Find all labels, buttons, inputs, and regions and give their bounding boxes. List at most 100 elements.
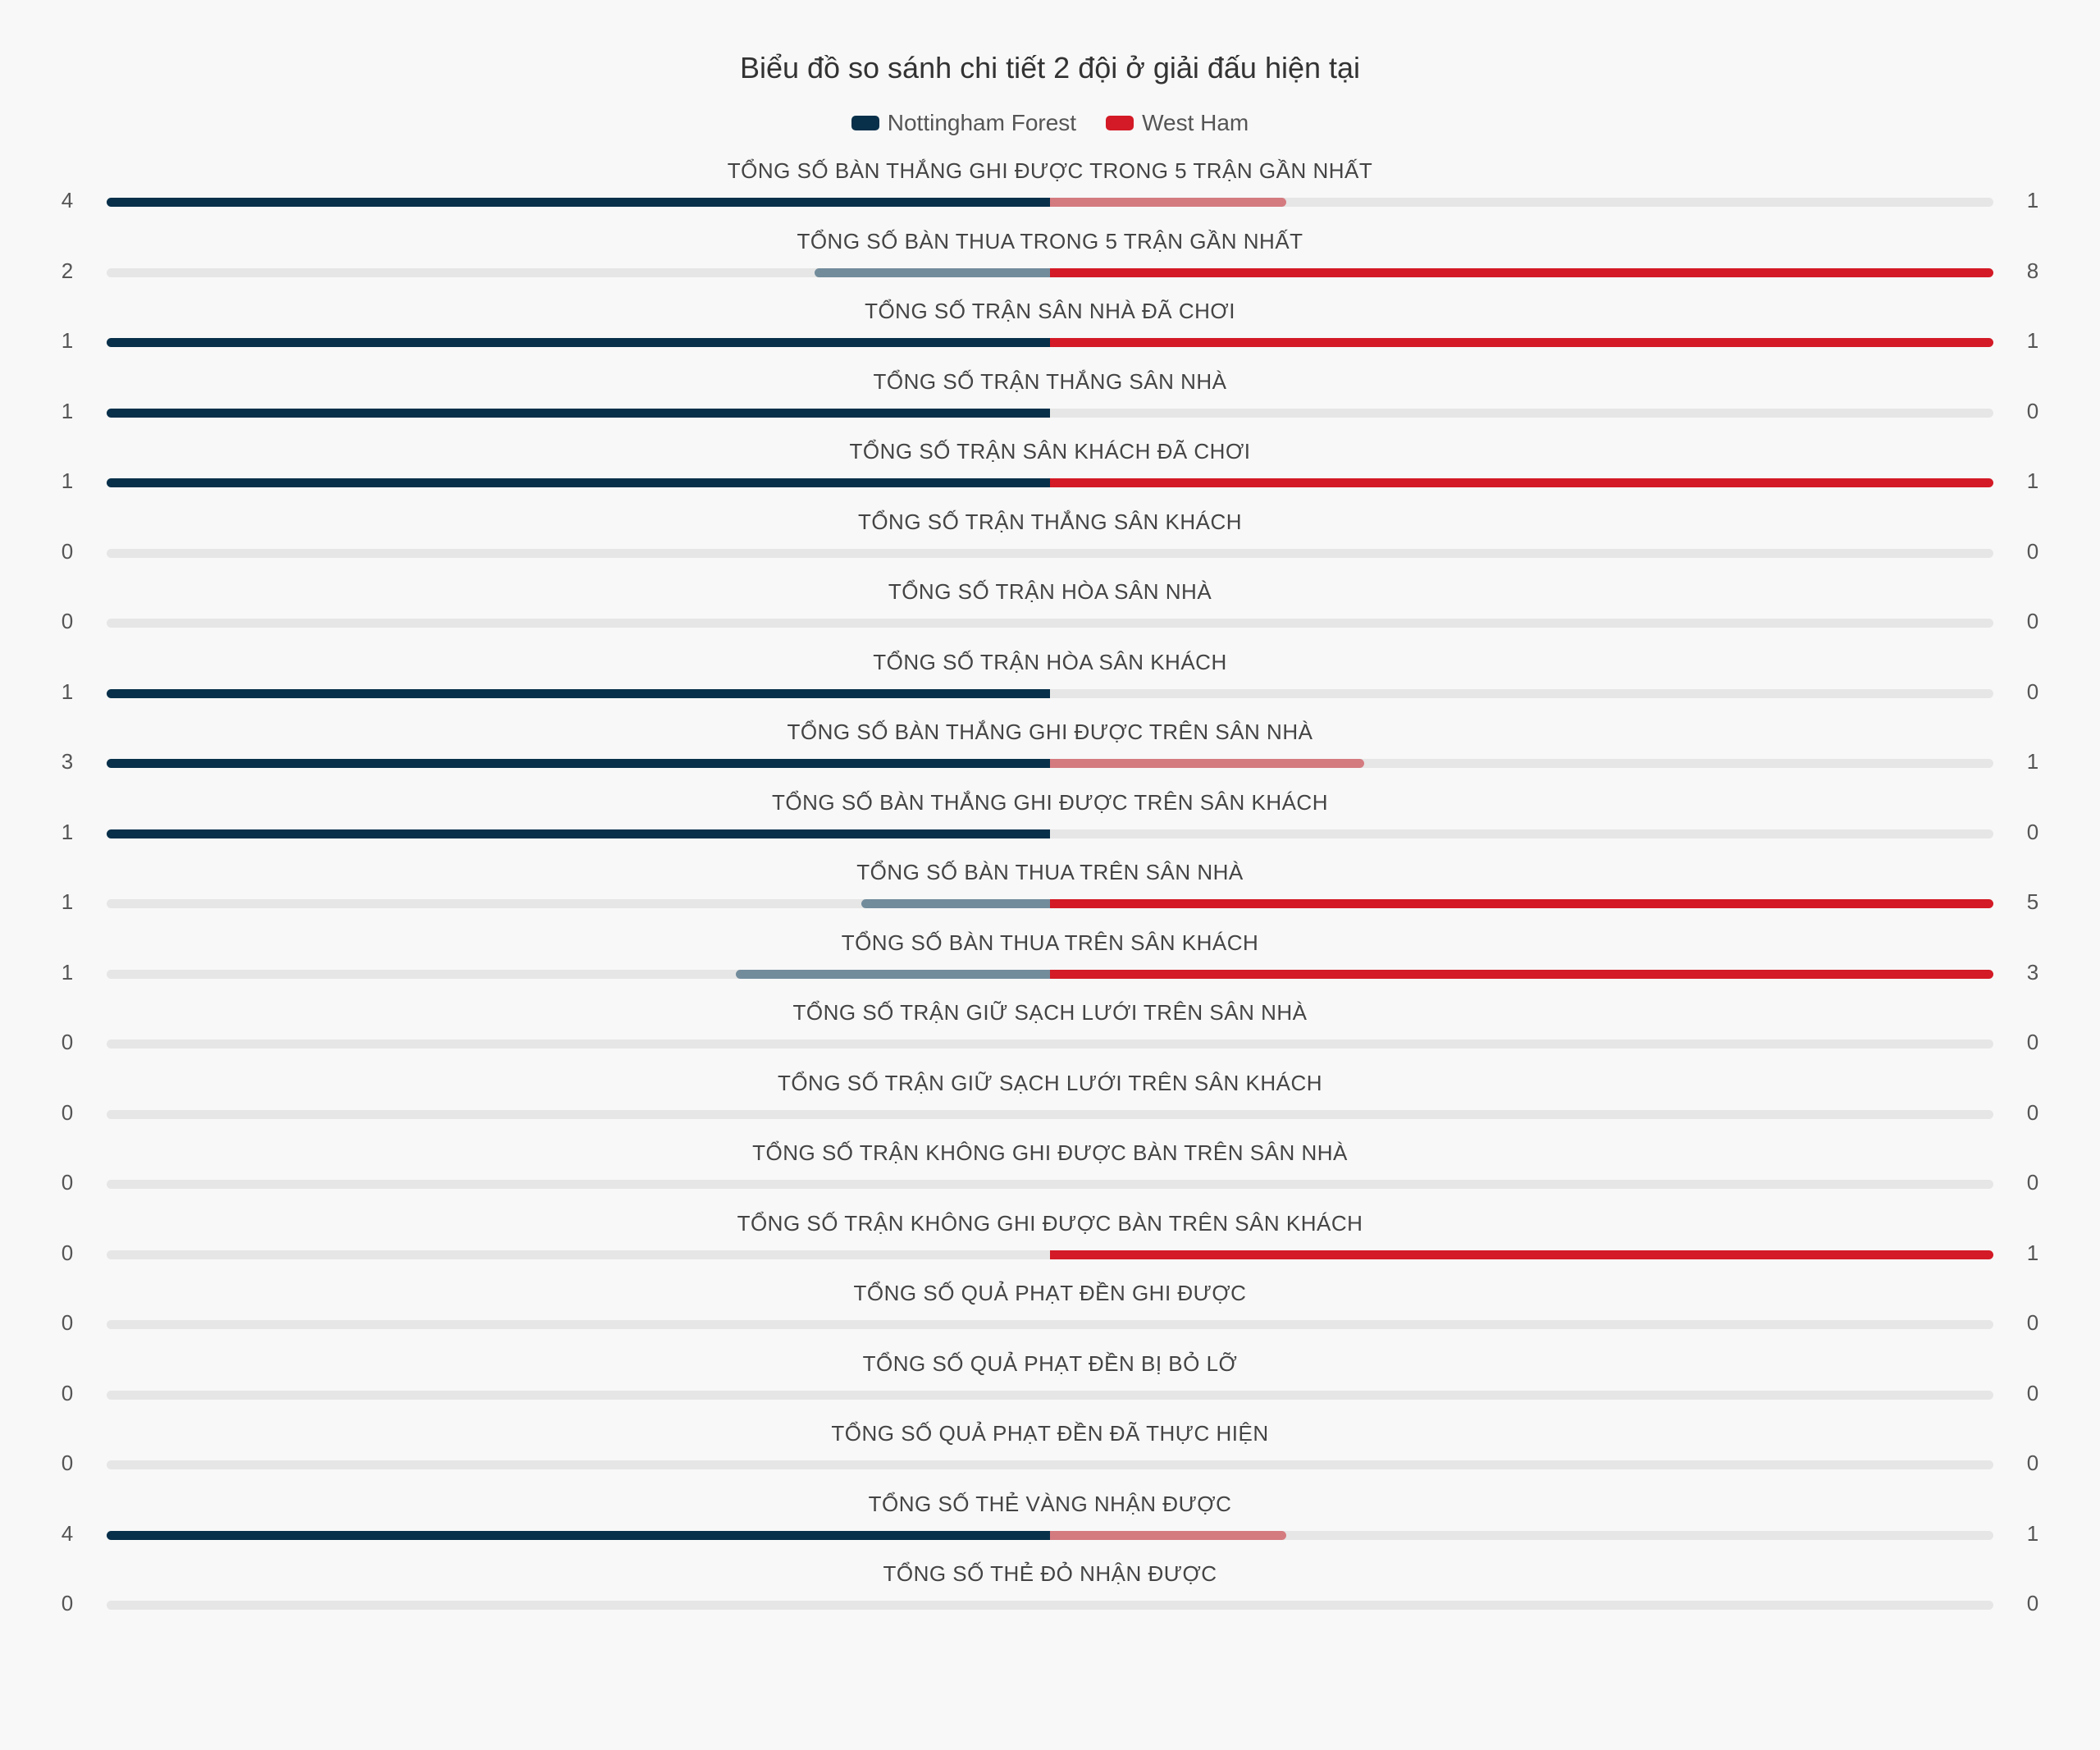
bar-away[interactable] [1050, 759, 1365, 768]
row-label: TỔNG SỐ TRẬN GIỮ SẠCH LƯỚI TRÊN SÂN NHÀ [792, 1000, 1308, 1025]
comparison-row: TỔNG SỐ BÀN THUA TRONG 5 TRẬN GẦN NHẤT 2 8 [0, 229, 2100, 295]
away-value: 1 [2026, 1520, 2039, 1546]
home-value: 1 [61, 328, 74, 353]
bar-away[interactable] [1050, 198, 1286, 207]
home-value: 0 [61, 1240, 74, 1265]
bar-home[interactable] [107, 688, 1050, 698]
legend-label-home: Nottingham Forest [887, 110, 1077, 135]
chart-title: Biểu đồ so sánh chi tiết 2 đội ở giải đấ… [739, 51, 1361, 85]
home-value: 0 [61, 609, 74, 633]
comparison-row: TỔNG SỐ BÀN THẮNG GHI ĐƯỢC TRONG 5 TRẬN … [0, 158, 2100, 224]
bar-home[interactable] [107, 408, 1050, 418]
away-value: 0 [2026, 1380, 2039, 1405]
row-label: TỔNG SỐ BÀN THẮNG GHI ĐƯỢC TRÊN SÂN KHÁC… [771, 789, 1328, 815]
away-value: 0 [2026, 679, 2039, 704]
comparison-row: TỔNG SỐ THẺ VÀNG NHẬN ĐƯỢC 4 1 [0, 1492, 2100, 1557]
legend-label-away: West Ham [1142, 110, 1249, 135]
away-value: 0 [2026, 1030, 2039, 1054]
bar-home[interactable] [107, 1530, 1050, 1540]
bar-away[interactable] [1050, 267, 1993, 277]
bar-track [107, 198, 1993, 207]
away-value: 0 [2026, 819, 2039, 844]
comparison-row: TỔNG SỐ BÀN THUA TRÊN SÂN KHÁCH 1 3 [0, 930, 2100, 996]
bar-track [107, 619, 1993, 628]
home-value: 4 [61, 1520, 74, 1546]
bar-away[interactable] [1050, 1250, 1993, 1259]
home-value: 1 [61, 468, 74, 493]
row-label: TỔNG SỐ TRẬN SÂN KHÁCH ĐÃ CHƠI [849, 439, 1251, 464]
home-value: 1 [61, 819, 74, 844]
comparison-row: TỔNG SỐ QUẢ PHẠT ĐỀN ĐÃ THỰC HIỆN 0 0 [0, 1421, 2100, 1487]
comparison-row: TỔNG SỐ QUẢ PHẠT ĐỀN BỊ BỎ LỠ 0 0 [0, 1351, 2100, 1417]
away-value: 1 [2026, 188, 2039, 212]
home-value: 0 [61, 1170, 74, 1195]
bar-home[interactable] [107, 759, 1050, 768]
bar-away[interactable] [1050, 969, 1993, 979]
bar-track [107, 829, 1993, 838]
bar-home[interactable] [735, 969, 1050, 979]
bar-track [107, 1039, 1993, 1049]
comparison-row: TỔNG SỐ BÀN THUA TRÊN SÂN NHÀ 1 5 [0, 860, 2100, 925]
bar-home[interactable] [107, 338, 1050, 347]
comparison-row: TỔNG SỐ TRẬN THẮNG SÂN KHÁCH 0 0 [0, 509, 2100, 575]
bar-track [107, 1109, 1993, 1119]
bar-track [107, 548, 1993, 558]
home-value: 0 [61, 538, 74, 564]
legend-swatch-away [1106, 116, 1134, 130]
bar-track [107, 1320, 1993, 1329]
row-label: TỔNG SỐ THẺ VÀNG NHẬN ĐƯỢC [868, 1491, 1232, 1516]
bar-track [107, 1530, 1993, 1540]
row-label: TỔNG SỐ TRẬN THẮNG SÂN KHÁCH [857, 509, 1243, 534]
comparison-row: TỔNG SỐ QUẢ PHẠT ĐỀN GHI ĐƯỢC 0 0 [0, 1281, 2100, 1346]
bar-home[interactable] [107, 198, 1050, 207]
bar-track [107, 1460, 1993, 1469]
legend-item-home[interactable]: Nottingham Forest [851, 110, 1076, 136]
home-value: 1 [61, 398, 74, 423]
row-label: TỔNG SỐ BÀN THẮNG GHI ĐƯỢC TRONG 5 TRẬN … [727, 158, 1373, 183]
bar-away[interactable] [1050, 899, 1993, 908]
bar-home[interactable] [814, 267, 1050, 277]
bar-home[interactable] [861, 899, 1050, 908]
away-value: 1 [2026, 749, 2039, 774]
bar-track [107, 759, 1993, 768]
comparison-row: TỔNG SỐ TRẬN SÂN NHÀ ĐÃ CHƠI 1 1 [0, 299, 2100, 364]
legend-item-away[interactable]: West Ham [1106, 110, 1249, 136]
legend: Nottingham Forest West Ham [0, 110, 2100, 136]
row-label: TỔNG SỐ BÀN THUA TRÊN SÂN KHÁCH [841, 930, 1259, 955]
home-value: 0 [61, 1030, 74, 1054]
legend-swatch-home [851, 116, 879, 130]
away-value: 0 [2026, 1451, 2039, 1475]
home-value: 0 [61, 1380, 74, 1405]
bar-track [107, 1601, 1993, 1610]
home-value: 0 [61, 1591, 74, 1615]
row-label: TỔNG SỐ QUẢ PHẠT ĐỀN ĐÃ THỰC HIỆN [831, 1421, 1269, 1446]
comparison-row: TỔNG SỐ BÀN THẮNG GHI ĐƯỢC TRÊN SÂN KHÁC… [0, 790, 2100, 856]
away-value: 1 [2026, 1240, 2039, 1265]
row-label: TỔNG SỐ TRẬN HÒA SÂN KHÁCH [873, 649, 1227, 674]
row-label: TỔNG SỐ TRẬN KHÔNG GHI ĐƯỢC BÀN TRÊN SÂN… [752, 1140, 1348, 1165]
away-value: 3 [2026, 959, 2039, 985]
bar-away[interactable] [1050, 338, 1993, 347]
bar-away[interactable] [1050, 478, 1993, 487]
comparison-row: TỔNG SỐ THẺ ĐỎ NHẬN ĐƯỢC 0 0 [0, 1561, 2100, 1627]
home-value: 1 [61, 889, 74, 914]
row-label: TỔNG SỐ TRẬN THẮNG SÂN NHÀ [873, 368, 1227, 394]
comparison-row: TỔNG SỐ TRẬN HÒA SÂN NHÀ 0 0 [0, 579, 2100, 645]
bar-home[interactable] [107, 829, 1050, 838]
bar-track [107, 899, 1993, 908]
home-value: 4 [61, 188, 74, 212]
row-label: TỔNG SỐ TRẬN HÒA SÂN NHÀ [888, 579, 1212, 604]
comparison-row: TỔNG SỐ TRẬN SÂN KHÁCH ĐÃ CHƠI 1 1 [0, 439, 2100, 505]
away-value: 0 [2026, 609, 2039, 633]
bar-away[interactable] [1050, 1530, 1286, 1540]
bar-home[interactable] [107, 478, 1050, 487]
row-label: TỔNG SỐ BÀN THUA TRONG 5 TRẬN GẦN NHẤT [797, 228, 1303, 254]
comparison-row: TỔNG SỐ TRẬN GIỮ SẠCH LƯỚI TRÊN SÂN KHÁC… [0, 1071, 2100, 1136]
away-value: 1 [2026, 328, 2039, 353]
bar-track [107, 1250, 1993, 1259]
home-value: 0 [61, 1099, 74, 1125]
bar-track [107, 969, 1993, 979]
away-value: 0 [2026, 1099, 2039, 1125]
row-label: TỔNG SỐ BÀN THUA TRÊN SÂN NHÀ [856, 860, 1244, 884]
